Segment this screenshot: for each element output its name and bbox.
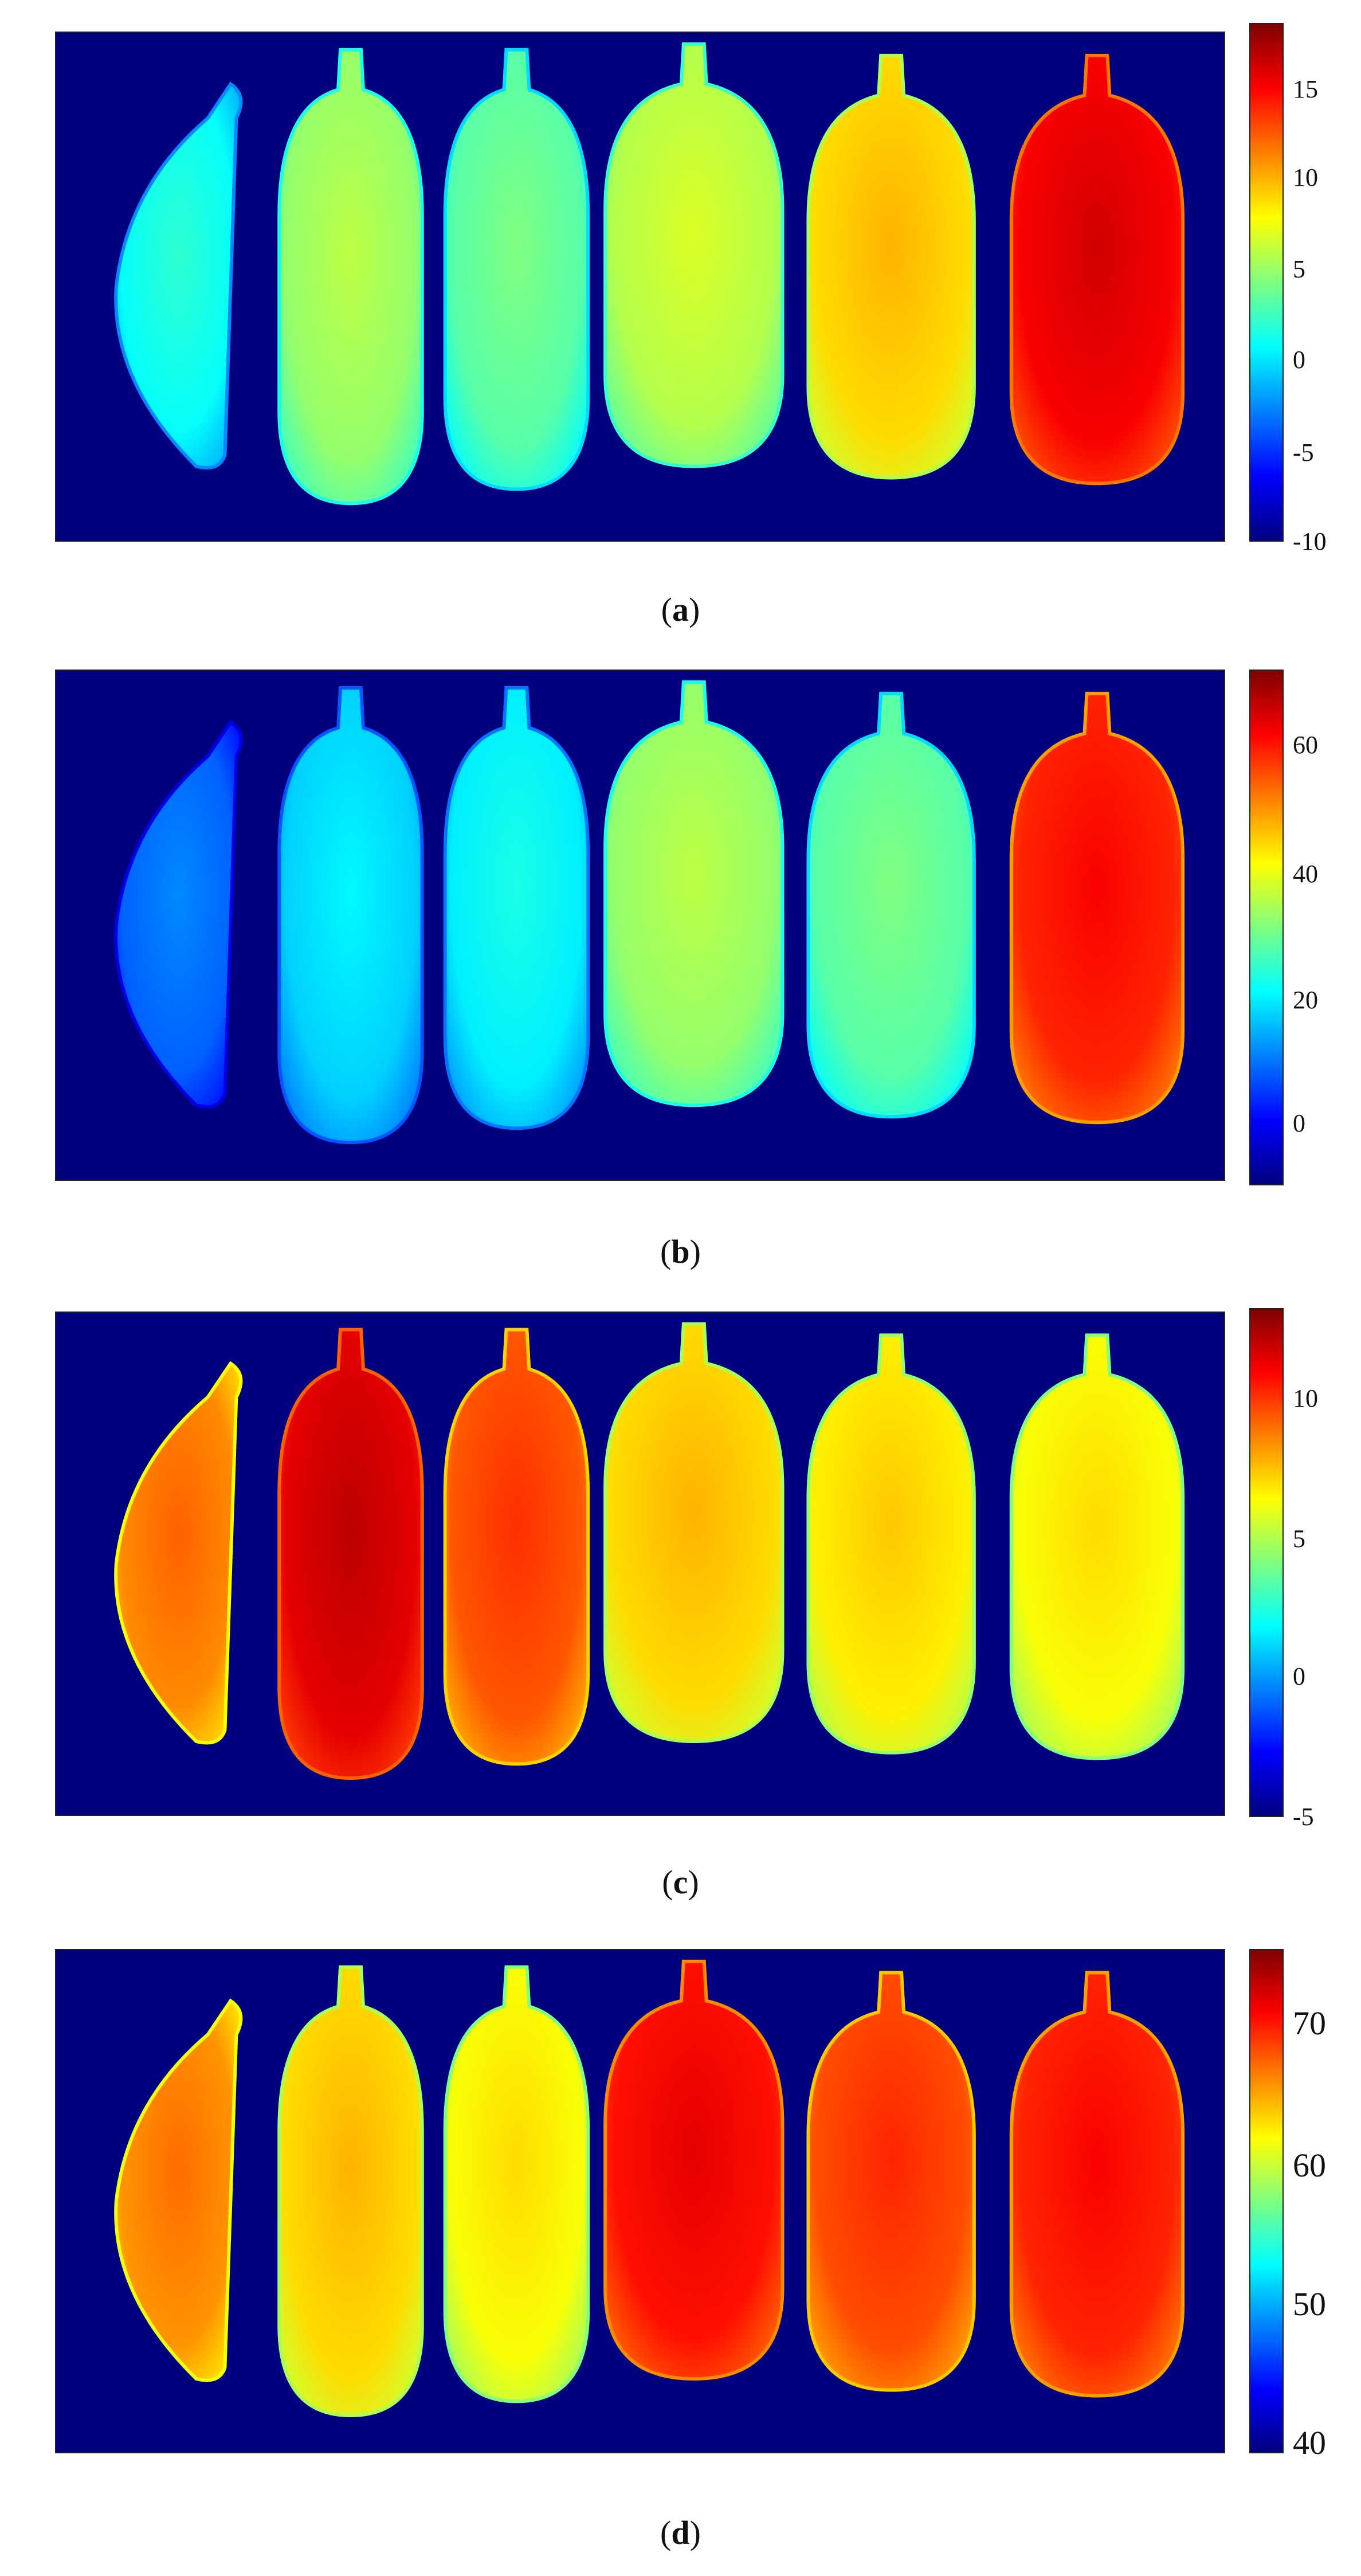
colorbar-tick: 15 <box>1293 75 1318 103</box>
fruit-silhouette <box>114 1361 243 1745</box>
colorbar-tick: 0 <box>1293 1662 1305 1690</box>
fruit-silhouette <box>806 691 976 1119</box>
fruit-silhouette <box>1009 53 1185 486</box>
thermal-map-d <box>55 1949 1225 2453</box>
fruit-silhouette <box>114 1998 243 2382</box>
fruit-silhouette <box>1009 1971 1185 2398</box>
colorbar-tick: 70 <box>1293 2005 1326 2042</box>
fruit-silhouette <box>443 48 590 491</box>
fruit-silhouette <box>114 81 243 470</box>
colorbar-a <box>1249 23 1284 542</box>
colorbar-tick: -10 <box>1293 527 1327 555</box>
colorbar-tick: 40 <box>1293 860 1318 888</box>
colorbar-tick: 50 <box>1293 2285 1326 2323</box>
thermal-map-c <box>55 1312 1225 1816</box>
fruit-silhouette <box>1009 1333 1185 1760</box>
colorbar-tick: 60 <box>1293 731 1318 759</box>
fruit-silhouette <box>443 1965 590 2403</box>
colorbar-tick: 5 <box>1293 1525 1305 1553</box>
fruit-silhouette <box>277 48 424 506</box>
fruit-silhouette <box>277 1328 424 1780</box>
colorbar-b <box>1249 670 1284 1185</box>
colorbar-tick: 5 <box>1293 255 1305 283</box>
colorbar-d <box>1249 1949 1284 2453</box>
colorbar-c <box>1249 1308 1284 1817</box>
fruit-silhouette <box>806 1333 976 1755</box>
fruit-silhouette <box>603 1959 785 2381</box>
colorbar-tick: -5 <box>1293 439 1314 467</box>
colorbar-tick: 0 <box>1293 346 1305 374</box>
thermal-map-a <box>55 32 1225 542</box>
fruit-silhouette <box>277 686 424 1145</box>
colorbar-tick: 60 <box>1293 2147 1326 2184</box>
colorbar-tick: 20 <box>1293 986 1318 1014</box>
caption-a: (a) <box>661 591 700 628</box>
colorbar-tick: 10 <box>1293 1384 1318 1412</box>
fruit-thermal-image <box>114 1959 1185 2417</box>
fruit-thermal-image <box>114 1322 1185 1780</box>
fruit-silhouette <box>603 42 785 468</box>
thermal-map-b <box>55 670 1225 1181</box>
caption-c: (c) <box>662 1864 699 1901</box>
caption-b: (b) <box>660 1233 701 1270</box>
fruit-silhouette <box>603 1322 785 1743</box>
colorbar-tick: 10 <box>1293 163 1318 191</box>
fruit-silhouette <box>443 686 590 1130</box>
fruit-silhouette <box>277 1965 424 2417</box>
fruit-silhouette <box>603 680 785 1107</box>
fruit-silhouette <box>806 1971 976 2392</box>
fruit-silhouette <box>806 53 976 480</box>
colorbar-tick: 0 <box>1293 1109 1305 1137</box>
fruit-silhouette <box>443 1328 590 1766</box>
fruit-silhouette <box>1009 691 1185 1125</box>
colorbar-tick: -5 <box>1293 1803 1314 1831</box>
colorbar-tick: 40 <box>1293 2424 1326 2461</box>
fruit-thermal-image <box>114 42 1185 506</box>
fruit-silhouette <box>114 719 243 1109</box>
caption-d: (d) <box>660 2514 701 2551</box>
fruit-thermal-image <box>114 680 1185 1145</box>
